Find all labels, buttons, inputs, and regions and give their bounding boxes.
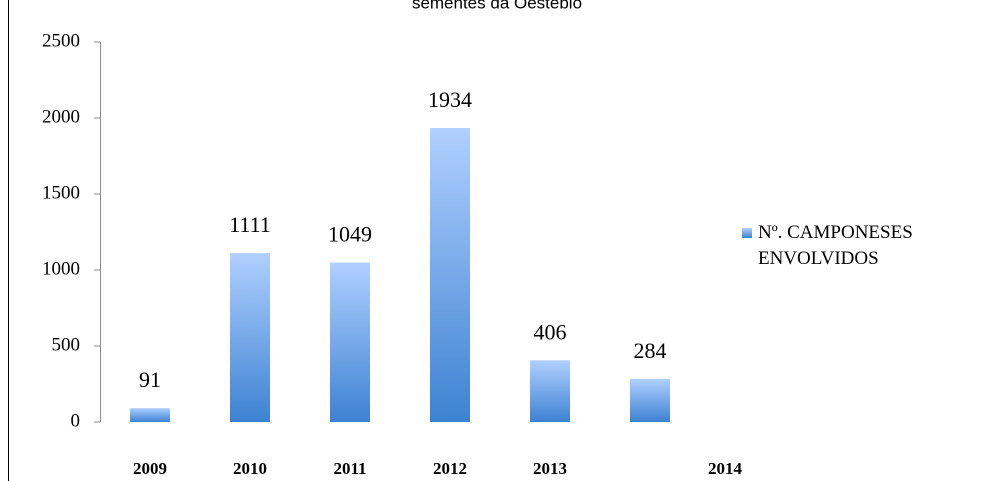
y-tick-label: 500 [52, 334, 81, 355]
bar [530, 360, 570, 422]
y-tick-label: 2500 [42, 30, 80, 51]
bar [130, 408, 170, 422]
data-label: 1049 [328, 222, 372, 247]
bar [330, 262, 370, 422]
x-tick-label: 2009 [133, 459, 167, 478]
legend-swatch [742, 228, 752, 238]
data-label: 1934 [428, 87, 472, 112]
x-tick-label: 2012 [433, 459, 467, 478]
data-label: 1111 [229, 212, 271, 237]
y-tick-label: 0 [71, 410, 81, 431]
data-label: 91 [139, 367, 161, 392]
y-tick-label: 2000 [42, 106, 80, 127]
data-label: 406 [534, 319, 567, 344]
x-tick-label: 2011 [333, 459, 366, 478]
x-tick-label: 2013 [533, 459, 567, 478]
y-tick-label: 1000 [42, 258, 80, 279]
legend-label: Nº. CAMPONESES ENVOLVIDOS [758, 222, 913, 269]
bar [630, 378, 670, 422]
chart-title: sementes da Oestebio [412, 0, 582, 12]
data-label: 284 [634, 338, 667, 363]
bar [230, 253, 270, 422]
x-tick-label: 2010 [233, 459, 267, 478]
x-tick-label: 2014 [708, 459, 743, 478]
y-tick-label: 1500 [42, 182, 80, 203]
bar [430, 128, 470, 423]
